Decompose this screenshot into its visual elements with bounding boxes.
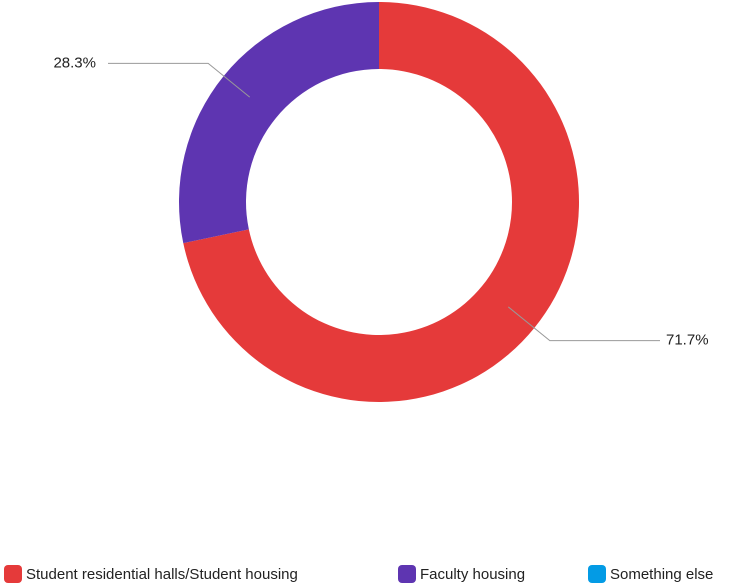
slice: [183, 2, 579, 402]
legend-label: Faculty housing: [420, 566, 525, 583]
legend-swatch: [398, 565, 416, 583]
slice: [179, 2, 379, 244]
data-label: 28.3%: [53, 54, 96, 71]
legend-swatch: [4, 565, 22, 583]
leader-line: [507, 306, 660, 342]
legend-swatch: [588, 565, 606, 583]
legend-label: Something else: [610, 566, 713, 583]
leader-line: [108, 62, 251, 98]
legend-label: Student residential halls/Student housin…: [26, 566, 298, 583]
data-label: 71.7%: [666, 332, 709, 349]
